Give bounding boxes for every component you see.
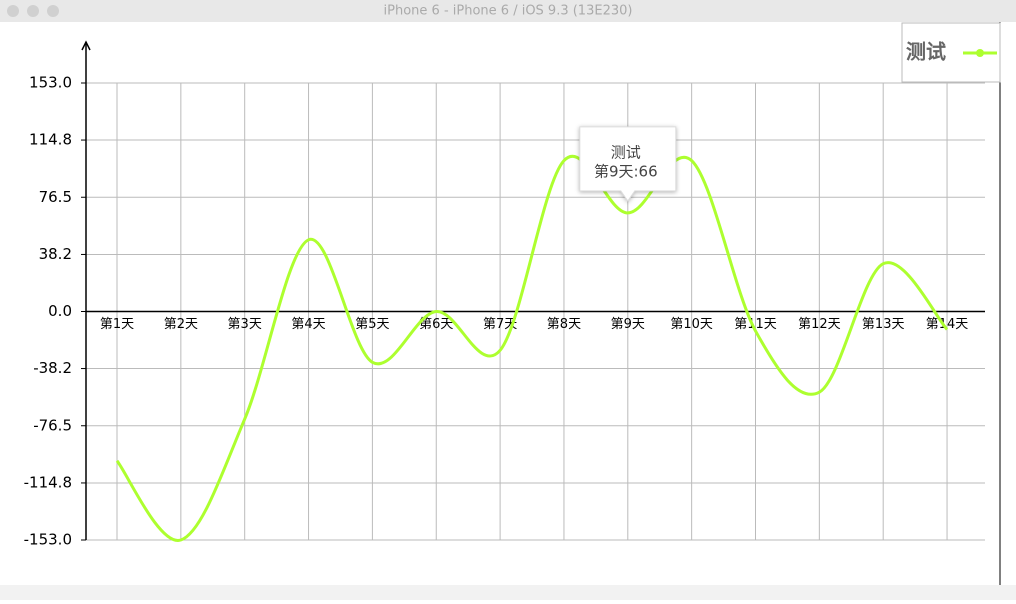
tooltip bbox=[579, 126, 677, 202]
minimize-button[interactable] bbox=[27, 5, 39, 17]
close-button[interactable] bbox=[7, 5, 19, 17]
x-tick-label: 第13天 bbox=[862, 317, 905, 332]
y-tick-label: -38.2 bbox=[33, 359, 72, 377]
y-tick-label: -76.5 bbox=[33, 416, 72, 434]
x-tick-label: 第7天 bbox=[483, 317, 517, 332]
legend-swatch bbox=[976, 49, 984, 57]
x-tick-label: 第2天 bbox=[164, 317, 198, 332]
y-tick-label: 76.5 bbox=[39, 188, 72, 206]
x-tick-label: 第14天 bbox=[926, 317, 969, 332]
x-tick-label: 第1天 bbox=[100, 317, 134, 332]
zoom-button[interactable] bbox=[47, 5, 59, 17]
x-tick-label: 第8天 bbox=[547, 317, 581, 332]
window-title: iPhone 6 - iPhone 6 / iOS 9.3 (13E230) bbox=[384, 4, 633, 19]
line-series bbox=[115, 155, 949, 542]
tooltip-text: 第9天:66 bbox=[594, 162, 658, 180]
y-tick-label: -114.8 bbox=[24, 473, 72, 491]
x-tick-label: 第10天 bbox=[670, 317, 713, 332]
x-tick-label: 第9天 bbox=[611, 317, 645, 332]
y-tick-label: 38.2 bbox=[39, 245, 72, 263]
legend bbox=[901, 22, 1001, 83]
y-tick-label: -153.0 bbox=[24, 531, 72, 549]
x-tick-label: 第3天 bbox=[228, 317, 262, 332]
x-tick-label: 第11天 bbox=[734, 317, 777, 332]
y-tick-label: 114.8 bbox=[29, 131, 72, 149]
x-tick-label: 第6天 bbox=[419, 317, 453, 332]
y-tick-label: 0.0 bbox=[48, 302, 72, 320]
bottom-bar bbox=[0, 585, 1016, 600]
tooltip-title: 测试 bbox=[611, 143, 641, 161]
title-bar bbox=[0, 0, 1016, 22]
y-tick-label: 153.0 bbox=[29, 74, 72, 92]
legend-label: 测试 bbox=[906, 40, 946, 64]
y-axis-arrow bbox=[81, 40, 91, 51]
x-tick-label: 第4天 bbox=[291, 317, 325, 332]
x-tick-label: 第12天 bbox=[798, 317, 841, 332]
x-tick-label: 第5天 bbox=[355, 317, 389, 332]
